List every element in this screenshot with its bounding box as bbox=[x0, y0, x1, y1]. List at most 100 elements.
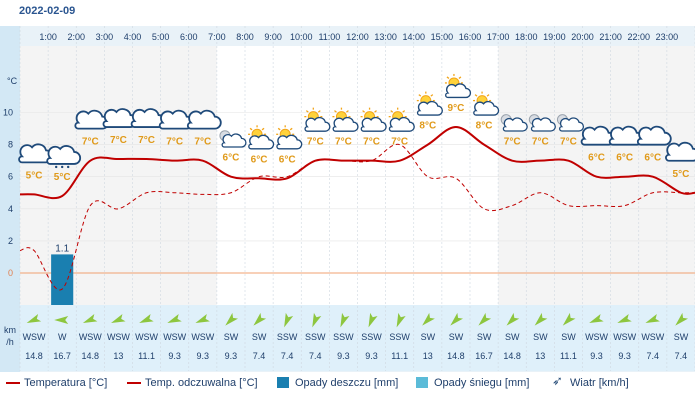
wind-arrow-shape bbox=[312, 312, 322, 328]
wind-arrow-shape bbox=[284, 312, 294, 328]
temperature-label: 6°C bbox=[588, 153, 605, 164]
wind-direction-label: SW bbox=[252, 332, 267, 342]
hour-label: 10:00 bbox=[290, 32, 313, 42]
axis-column bbox=[0, 26, 20, 372]
hour-label: 22:00 bbox=[627, 32, 650, 42]
wind-direction-label: SSW bbox=[305, 332, 326, 342]
wind-arrow-shape bbox=[82, 314, 98, 324]
wind-arrow-icon bbox=[450, 312, 464, 326]
hour-label: 7:00 bbox=[208, 32, 226, 42]
wind-direction-label: WSW bbox=[107, 332, 130, 342]
wind-direction-label: WSW bbox=[163, 332, 186, 342]
wind-arrow-icon bbox=[167, 314, 182, 324]
wind-speed-label: 9.3 bbox=[337, 351, 350, 361]
temperature-label: 7°C bbox=[363, 137, 380, 148]
temperature-label: 5°C bbox=[54, 172, 71, 183]
wind-speed-label: 13 bbox=[535, 351, 545, 361]
hour-label: 5:00 bbox=[152, 32, 170, 42]
wind-direction-label: SSW bbox=[361, 332, 382, 342]
wind-speed-label: 14.8 bbox=[447, 351, 465, 361]
wind-direction-label: WSW bbox=[191, 332, 214, 342]
wind-arrow-icon bbox=[506, 312, 520, 326]
wind-arrow-shape bbox=[139, 314, 154, 324]
wind-speed-label: 7.4 bbox=[281, 351, 294, 361]
wind-arrow-icon: ➶ bbox=[552, 373, 563, 388]
wind-speed-label: 14.8 bbox=[25, 351, 43, 361]
wind-arrow-icon bbox=[340, 312, 350, 328]
cloud-part-icon bbox=[665, 141, 695, 162]
wind-arrow-shape bbox=[478, 312, 492, 326]
wind-speed-label: 11.1 bbox=[560, 351, 577, 361]
wind-arrow-shape bbox=[26, 314, 42, 324]
hour-label: 2:00 bbox=[67, 32, 85, 42]
wind-arrow-shape bbox=[167, 314, 182, 324]
wind-arrow-icon bbox=[111, 314, 126, 324]
wind-arrow-shape bbox=[195, 314, 210, 324]
wind-arrow-icon bbox=[478, 312, 492, 326]
wind-direction-label: SSW bbox=[389, 332, 410, 342]
forecast-chart: 1:00 2:00 3:00 4:00 5:00 6:00 7:00 8:00 9:00 10:0… bbox=[0, 26, 695, 372]
legend-label: Temp. odczuwalna [°C] bbox=[145, 377, 258, 389]
wind-direction-label: SW bbox=[449, 332, 464, 342]
wind-direction-label: SW bbox=[421, 332, 436, 342]
wind-arrow-shape bbox=[534, 312, 548, 326]
temperature-label: 7°C bbox=[138, 135, 155, 146]
cloud-rain-icon bbox=[46, 145, 82, 169]
hour-label: 20:00 bbox=[571, 32, 594, 42]
temperature-label: 6°C bbox=[616, 153, 633, 164]
legend-line-swatch bbox=[6, 382, 20, 384]
temperature-label: 7°C bbox=[560, 137, 577, 148]
y-tick-label: 6 bbox=[8, 172, 13, 182]
wind-arrow-icon bbox=[617, 314, 632, 324]
wind-arrow-shape bbox=[225, 312, 239, 326]
temperature-label: 7°C bbox=[335, 137, 352, 148]
temperature-label: 7°C bbox=[532, 137, 549, 148]
wind-speed-label: 16.7 bbox=[53, 351, 71, 361]
wind-speed-label: 9.3 bbox=[618, 351, 631, 361]
wind-arrow-icon bbox=[675, 312, 689, 326]
wind-arrow-icon bbox=[253, 312, 267, 326]
legend-label: Temperatura [°C] bbox=[24, 377, 108, 389]
wind-arrow-icon bbox=[139, 314, 154, 324]
hour-label: 3:00 bbox=[96, 32, 114, 42]
temperature-label: 7°C bbox=[82, 137, 99, 148]
wind-direction-label: SW bbox=[505, 332, 520, 342]
wind-arrow-shape bbox=[111, 314, 126, 324]
wind-arrow-shape bbox=[368, 312, 378, 328]
hour-label: 4:00 bbox=[124, 32, 142, 42]
wind-speed-label: 11.1 bbox=[138, 351, 155, 361]
wind-direction-label: WSW bbox=[613, 332, 636, 342]
hour-label: 11:00 bbox=[318, 32, 340, 42]
axis-unit-label: °C bbox=[7, 76, 18, 86]
hour-label: 19:00 bbox=[543, 32, 566, 42]
wind-arrow-shape bbox=[506, 312, 520, 326]
wind-speed-label: 9.3 bbox=[168, 351, 181, 361]
rain-bar bbox=[51, 254, 74, 305]
hour-label: 13:00 bbox=[374, 32, 397, 42]
wind-direction-label: SSW bbox=[333, 332, 354, 342]
wind-arrow-icon bbox=[284, 312, 294, 328]
wind-arrow-icon bbox=[589, 314, 604, 324]
wind-arrow-icon bbox=[396, 312, 406, 328]
temperature-label: 6°C bbox=[251, 154, 268, 165]
wind-arrow-shape bbox=[645, 314, 660, 324]
wind-arrow-icon bbox=[195, 314, 210, 324]
wind-arrow-icon bbox=[26, 314, 42, 324]
wind-direction-label: SW bbox=[224, 332, 239, 342]
wind-arrow-icon bbox=[82, 314, 98, 324]
wind-direction-label: WSW bbox=[135, 332, 158, 342]
wind-speed-label: 9.3 bbox=[225, 351, 238, 361]
wind-arrow-icon bbox=[422, 312, 435, 326]
wind-speed-label: 11.1 bbox=[391, 351, 408, 361]
rain-drop-icon bbox=[54, 165, 58, 169]
rain-value-label: 1.1 bbox=[55, 243, 69, 254]
legend-label: Opady śniegu [mm] bbox=[434, 377, 530, 389]
hour-label: 16:00 bbox=[459, 32, 482, 42]
wind-unit-label: km bbox=[4, 325, 16, 335]
wind-direction-label: WSW bbox=[585, 332, 608, 342]
wind-arrow-icon bbox=[368, 312, 378, 328]
wind-arrow-shape bbox=[450, 312, 464, 326]
rain-drop-icon bbox=[66, 165, 70, 169]
wind-speed-label: 7.4 bbox=[309, 351, 322, 361]
wind-direction-label: W bbox=[58, 332, 67, 342]
